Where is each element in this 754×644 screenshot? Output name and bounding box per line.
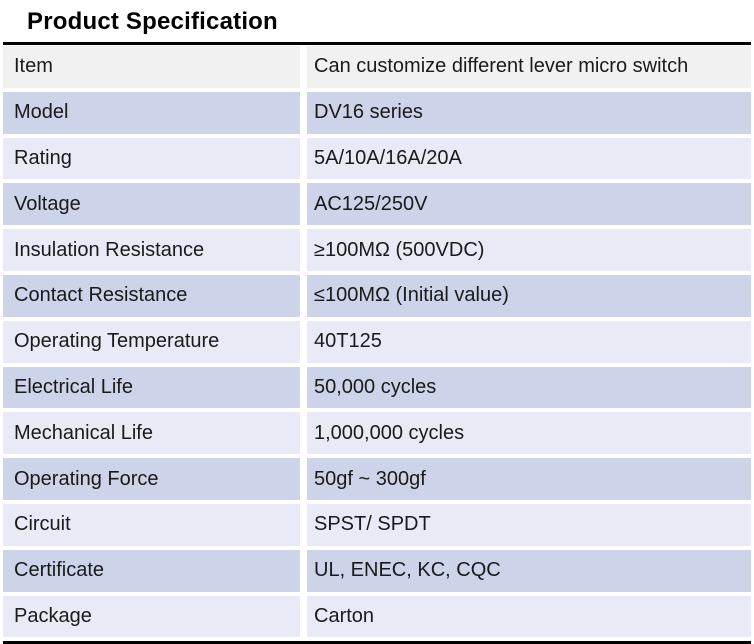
spec-label-cell: Certificate (3, 549, 300, 592)
spec-value-cell: ≥100MΩ (500VDC) (307, 229, 751, 271)
spec-value-cell: Carton (307, 595, 751, 638)
spec-value-cell: DV16 series (307, 91, 751, 134)
spec-label-cell: Operating Force (3, 458, 300, 500)
table-row: Operating Temperature 40T125 (3, 320, 751, 363)
spec-table: Item Can customize different lever micro… (3, 42, 751, 644)
spec-value-cell: 40T125 (307, 320, 751, 363)
table-row: Certificate UL, ENEC, KC, CQC (3, 549, 751, 592)
spec-value-cell: ≤100MΩ (Initial value) (307, 274, 751, 317)
spec-value-cell: 50gf ~ 300gf (307, 458, 751, 500)
spec-label-cell: Mechanical Life (3, 412, 300, 455)
spec-label-cell: Circuit (3, 503, 300, 546)
spec-value-cell: UL, ENEC, KC, CQC (307, 549, 751, 592)
spec-label-cell: Item (3, 46, 300, 88)
spec-label-cell: Electrical Life (3, 366, 300, 409)
spec-value-cell: AC125/250V (307, 183, 751, 226)
table-row: Operating Force 50gf ~ 300gf (3, 458, 751, 500)
spec-value-cell: 1,000,000 cycles (307, 412, 751, 455)
spec-value-cell: 5A/10A/16A/20A (307, 137, 751, 180)
spec-label-cell: Contact Resistance (3, 274, 300, 317)
spec-label-cell: Operating Temperature (3, 320, 300, 363)
spec-label-cell: Rating (3, 137, 300, 180)
table-row: Item Can customize different lever micro… (3, 46, 751, 88)
spec-label-cell: Model (3, 91, 300, 134)
table-row: Circuit SPST/ SPDT (3, 503, 751, 546)
table-row: Rating 5A/10A/16A/20A (3, 137, 751, 180)
table-row: Voltage AC125/250V (3, 183, 751, 226)
spec-value-cell: Can customize different lever micro swit… (307, 46, 751, 88)
table-row: Package Carton (3, 595, 751, 638)
table-row: Contact Resistance ≤100MΩ (Initial value… (3, 274, 751, 317)
spec-label-cell: Package (3, 595, 300, 638)
table-row: Insulation Resistance ≥100MΩ (500VDC) (3, 229, 751, 271)
table-row: Electrical Life 50,000 cycles (3, 366, 751, 409)
spec-label-cell: Insulation Resistance (3, 229, 300, 271)
page-title: Product Specification (27, 8, 278, 35)
table-row: Model DV16 series (3, 91, 751, 134)
spec-value-cell: SPST/ SPDT (307, 503, 751, 546)
table-row: Mechanical Life 1,000,000 cycles (3, 412, 751, 455)
spec-label-cell: Voltage (3, 183, 300, 226)
spec-value-cell: 50,000 cycles (307, 366, 751, 409)
